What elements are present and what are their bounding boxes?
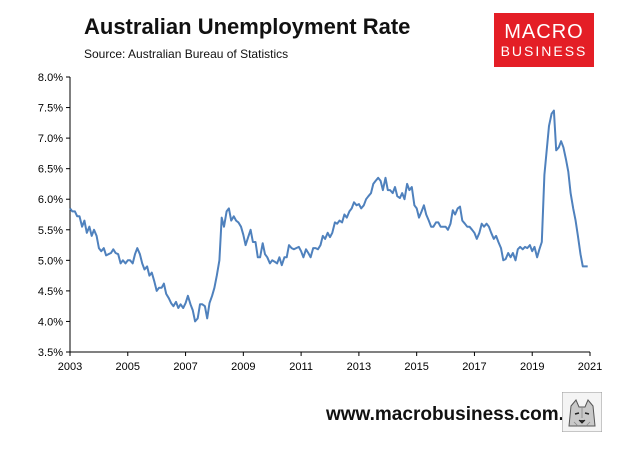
x-tick-label: 2005 <box>116 361 140 373</box>
x-tick-label: 2013 <box>347 361 371 373</box>
y-tick-label: 6.0% <box>38 194 63 206</box>
y-tick-label: 7.0% <box>38 133 63 145</box>
y-tick-label: 6.5% <box>38 164 63 176</box>
y-tick-label: 5.0% <box>38 255 63 267</box>
x-tick-label: 2017 <box>462 361 486 373</box>
x-tick-label: 2007 <box>173 361 197 373</box>
x-tick-label: 2019 <box>520 361 544 373</box>
y-tick-label: 4.5% <box>38 286 63 298</box>
chart-title: Australian Unemployment Rate <box>84 14 411 39</box>
x-tick-label: 2009 <box>231 361 255 373</box>
x-tick-label: 2003 <box>58 361 82 373</box>
x-tick-label: 2021 <box>578 361 602 373</box>
y-tick-label: 5.5% <box>38 225 63 237</box>
x-tick-label: 2011 <box>289 361 313 373</box>
wolf-mascot-icon <box>562 392 602 432</box>
y-tick-label: 8.0% <box>38 72 63 84</box>
x-tick-label: 2015 <box>404 361 428 373</box>
website-url[interactable]: www.macrobusiness.com.au <box>326 404 587 425</box>
macrobusiness-logo[interactable]: MACRO BUSINESS <box>494 13 594 67</box>
y-tick-label: 3.5% <box>38 347 63 359</box>
logo-line-2: BUSINESS <box>500 43 588 59</box>
unemployment-rate-series-line <box>69 109 588 323</box>
y-tick-label: 4.0% <box>38 316 63 328</box>
chart-source: Source: Australian Bureau of Statistics <box>84 47 289 61</box>
logo-line-1: MACRO <box>504 21 584 43</box>
y-tick-label: 7.5% <box>38 103 63 115</box>
